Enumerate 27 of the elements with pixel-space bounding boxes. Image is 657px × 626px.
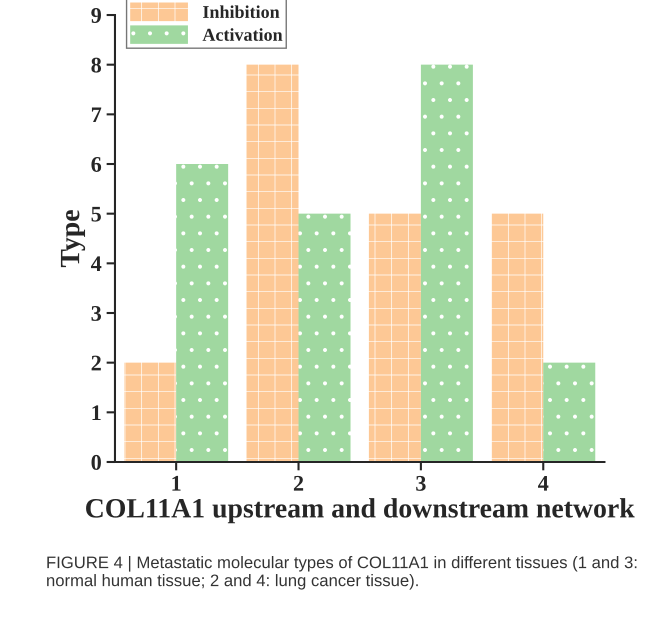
y-tick-label: 6 <box>91 157 102 172</box>
caption: FIGURE 4 | Metastatic molecular types of COL11A1 in different tissues (1 and 3: normal human tissue; 2 and 4: lung cancer tissue). <box>47 556 636 590</box>
y-tick-label: 8 <box>91 58 102 73</box>
bar <box>543 362 596 462</box>
y-tick-label: 0 <box>92 454 101 470</box>
bar <box>368 214 421 462</box>
legend-label: Inhibition <box>203 5 280 18</box>
y-tick-label: 7 <box>92 108 102 122</box>
bar <box>420 64 473 462</box>
y-tick-label: 4 <box>90 256 102 272</box>
x-tick-label: 4 <box>538 476 548 491</box>
bar <box>491 214 544 462</box>
x-tick-label: 3 <box>416 476 426 491</box>
bar <box>246 64 299 462</box>
legend-label: Activation <box>202 28 282 41</box>
x-tick-label: 1 <box>172 476 181 491</box>
y-tick-label: 3 <box>92 306 102 321</box>
y-tick-label: 9 <box>91 8 101 23</box>
x-tick-label: 2 <box>294 476 304 491</box>
x-axis-title: COL11A1 upstream and downstream network <box>86 498 635 524</box>
y-tick-label: 2 <box>92 356 101 370</box>
y-tick-label: 1 <box>92 405 101 420</box>
y-axis-title: Type <box>60 210 86 268</box>
y-tick-label: 5 <box>92 206 101 222</box>
bar <box>298 214 351 462</box>
bar <box>124 362 176 462</box>
bar <box>176 164 228 462</box>
